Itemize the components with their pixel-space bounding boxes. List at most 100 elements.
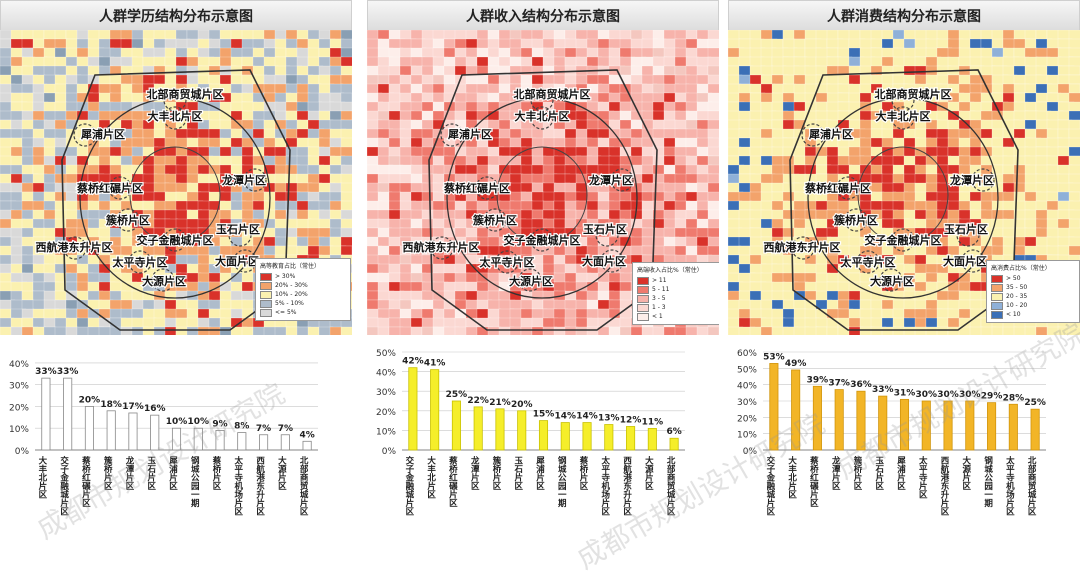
map-cell — [936, 326, 949, 335]
legend-item: 5 - 11 — [637, 285, 715, 294]
district-label-caiqiao: 蔡桥红碾片区 — [804, 181, 871, 195]
outer-ring-road — [428, 69, 658, 331]
map-cell — [564, 74, 578, 86]
consumption-map: 北部商贸城片区 大丰北片区 犀浦片区 蔡桥红碾片区 龙潭片区 簇桥片区 玉石片区 交子金融城片… — [728, 30, 1080, 335]
map-cell — [1046, 200, 1059, 211]
map-cell — [454, 281, 467, 292]
district-label-caiqiao: 蔡桥红碾片区 — [76, 181, 143, 195]
map-cell — [421, 92, 434, 103]
bar — [106, 410, 116, 451]
bar — [63, 377, 73, 451]
district-marker-jiqiao — [116, 208, 140, 232]
map-cell — [1068, 200, 1080, 212]
legend-item: 10% - 20% — [260, 290, 346, 299]
district-label-dayuan: 大源片区 — [509, 274, 553, 288]
legend-item: 20 - 35 — [991, 292, 1075, 301]
map-cell — [738, 245, 751, 257]
bar — [812, 385, 822, 451]
district-marker-caiqiao — [836, 176, 860, 200]
map-cell — [608, 290, 621, 301]
map-cell — [21, 281, 34, 293]
map-cell — [1035, 227, 1048, 238]
bar — [921, 400, 931, 451]
map-cell — [980, 38, 993, 50]
bar — [430, 369, 440, 451]
map-cell — [340, 245, 352, 256]
map-cell — [131, 317, 145, 329]
map-cell — [10, 47, 24, 59]
map-cell — [0, 227, 13, 238]
map-cell — [377, 30, 391, 40]
bar-value-label: 39% — [807, 375, 829, 385]
bar-value-label: 7% — [278, 424, 293, 434]
map-cell — [575, 164, 588, 176]
map-cell — [848, 83, 861, 95]
map-cell — [54, 326, 67, 335]
map-cell — [958, 146, 972, 157]
map-cell — [728, 272, 740, 283]
map-cell — [432, 227, 445, 238]
district-label-longtan: 龙潭片区 — [588, 173, 633, 187]
bar — [647, 428, 657, 451]
district-marker-jiqiao — [844, 208, 868, 232]
bar — [604, 424, 614, 451]
map-cell — [109, 227, 122, 238]
map-cell — [738, 101, 752, 113]
map-cell — [793, 92, 807, 103]
map-cell — [892, 155, 906, 167]
middle-ring-road — [79, 97, 271, 299]
bar — [451, 400, 461, 451]
district-marker-beibu — [891, 88, 915, 112]
map-cell — [76, 83, 90, 94]
map-cell — [826, 200, 840, 211]
map-cell — [241, 326, 254, 335]
category-label: 太平寺机场片区 — [233, 455, 244, 516]
category-label: 大丰北片区 — [426, 455, 436, 499]
map-cell — [1068, 209, 1080, 221]
map-cell — [531, 326, 545, 335]
bar-value-label: 4% — [299, 430, 314, 440]
map-cell — [76, 263, 89, 275]
inner-ring-road — [857, 146, 949, 244]
map-cell — [21, 209, 34, 220]
map-cell — [340, 236, 352, 247]
y-tick-label: 20% — [737, 414, 757, 424]
map-cell — [663, 146, 676, 157]
map-cell — [707, 326, 719, 335]
bar — [626, 426, 636, 451]
map-cell — [531, 299, 544, 310]
map-cell — [340, 110, 352, 121]
map-cell — [476, 92, 489, 104]
map-cell — [65, 326, 79, 335]
category-label: 西航港东升片区 — [255, 456, 265, 516]
map-cell — [274, 164, 288, 175]
legend-label: <= 5% — [275, 309, 297, 316]
map-cell — [87, 164, 100, 175]
map-cell — [641, 173, 655, 184]
panel-title: 人群消费结构分布示意图 — [728, 0, 1080, 32]
map-cell — [164, 137, 178, 149]
map-cell — [1068, 65, 1080, 76]
legend-swatch — [637, 303, 649, 312]
map-cell — [619, 38, 633, 50]
district-marker-yushi — [595, 223, 619, 247]
map-cell — [65, 281, 78, 292]
legend-swatch — [637, 312, 649, 321]
map-cell — [707, 218, 719, 230]
map-cell — [1013, 326, 1027, 335]
district-marker-damian — [961, 249, 985, 273]
map-cell — [914, 200, 927, 212]
map-cell — [465, 146, 479, 158]
district-marker-dayuan — [518, 268, 542, 292]
legend-item: > 11 — [637, 276, 715, 285]
bar — [128, 412, 138, 451]
legend-title: 高端收入占比%（常住） — [637, 267, 703, 274]
map-cell — [728, 56, 741, 67]
district-label-longtan: 龙潭片区 — [221, 173, 266, 187]
map-cell — [329, 227, 342, 238]
map-cell — [641, 218, 655, 229]
bar — [669, 437, 679, 451]
legend-label: 20% - 30% — [275, 282, 308, 289]
map-cell — [771, 209, 785, 221]
bar-value-label: 33% — [35, 367, 57, 377]
